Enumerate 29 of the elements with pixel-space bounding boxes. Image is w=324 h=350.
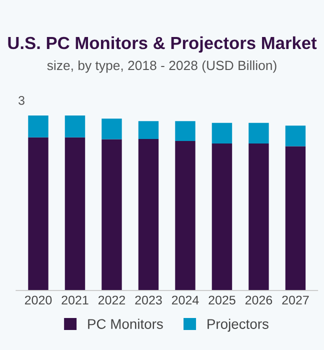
x-tick-label: 2026 [245, 296, 272, 305]
legend-label: PC Monitors [88, 318, 163, 329]
x-tick-label: 2023 [135, 296, 162, 305]
x-tick-label: 2025 [208, 296, 236, 305]
bar [64, 137, 86, 290]
bar [212, 122, 232, 144]
bar [28, 116, 48, 138]
bar [212, 144, 232, 290]
bar [175, 121, 196, 142]
x-tick-label: 2022 [98, 296, 126, 305]
bar [28, 137, 48, 290]
bar [102, 118, 122, 140]
x-tick-label: 2027 [282, 296, 309, 305]
chart-title: U.S. PC Monitors & Projectors Market [8, 36, 317, 53]
x-tick-label: 2020 [24, 296, 52, 305]
bar [64, 116, 86, 138]
bar [102, 139, 122, 290]
legend-label: Projectors [208, 318, 268, 332]
text: 3 [18, 96, 24, 105]
bar [138, 121, 159, 139]
bar [248, 144, 269, 290]
x-tick-label: 2021 [62, 296, 88, 305]
bar [285, 126, 306, 146]
bar [138, 138, 159, 290]
bar [248, 122, 269, 144]
bar [175, 141, 196, 290]
bar [285, 146, 306, 290]
chart-subtitle: size, by type, 2018 - 2028 (USD Billion) [47, 60, 276, 73]
x-tick-label: 2024 [172, 296, 199, 305]
